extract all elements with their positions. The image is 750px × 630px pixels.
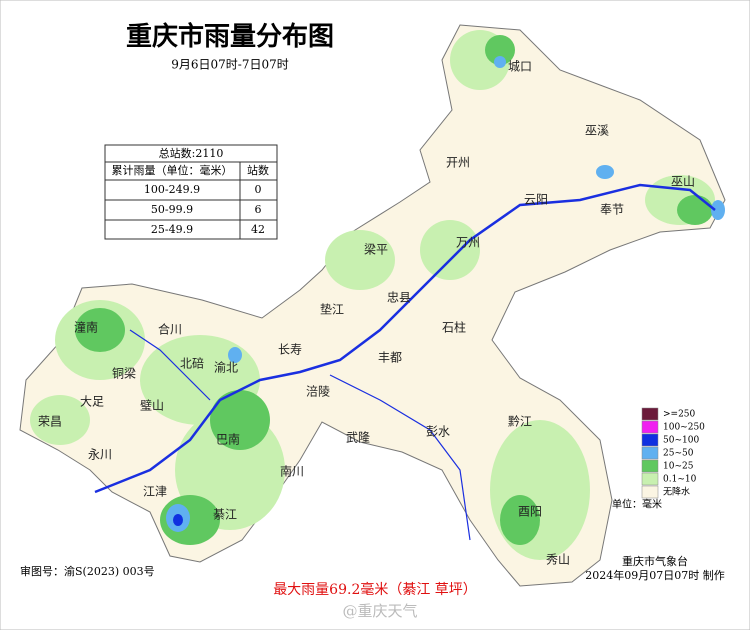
table-cell: 42 <box>251 223 265 236</box>
district-label: 璧山 <box>140 398 164 413</box>
table-cell: 6 <box>255 203 262 216</box>
legend-label: 100~250 <box>663 423 705 433</box>
district-label: 秀山 <box>546 553 570 567</box>
wu-river <box>329 374 471 541</box>
district-label: 梁平 <box>364 242 388 257</box>
district-label: 开州 <box>446 156 470 170</box>
district-label: 奉节 <box>600 203 624 217</box>
legend-label: 10~25 <box>663 462 694 472</box>
stats-table <box>104 144 278 240</box>
table-header: 站数 <box>247 163 269 177</box>
district-label: 垫江 <box>320 302 344 317</box>
table-header: 累计雨量（单位：毫米） <box>112 163 233 177</box>
approval-number: 审图号：渝S(2023) 003号 <box>20 564 155 578</box>
rainstorm-area <box>173 514 183 526</box>
subtitle: 9月6日07时-7日07时 <box>171 58 289 72</box>
district-label: 武隆 <box>346 430 370 445</box>
made-time: 2024年09月07日07时 制作 <box>585 568 724 582</box>
yangtze-river <box>94 183 716 494</box>
district-label: 南川 <box>280 464 304 479</box>
district-label: 涪陵 <box>306 384 330 399</box>
legend-label: 50~100 <box>663 436 699 446</box>
table-cell: 100-249.9 <box>144 183 200 196</box>
district-label: 巴南 <box>216 432 240 447</box>
district-label: 酉阳 <box>518 505 542 519</box>
legend-swatch <box>641 433 659 447</box>
table-cell: 0 <box>255 183 262 196</box>
legend-swatch <box>641 420 659 434</box>
district-label: 綦江 <box>213 508 237 522</box>
legend-swatch <box>641 485 659 499</box>
title: 重庆市雨量分布图 <box>126 21 334 52</box>
legend-swatch <box>641 459 659 473</box>
district-label: 巫溪 <box>585 124 609 138</box>
district-label: 云阳 <box>524 193 548 207</box>
table-cell: 25-49.9 <box>151 223 193 236</box>
district-label: 铜梁 <box>112 366 136 381</box>
district-label: 北碚 <box>180 356 204 371</box>
district-label: 长寿 <box>278 343 302 357</box>
district-label: 万州 <box>456 236 480 250</box>
max-rain: 最大雨量69.2毫米（綦江 草坪） <box>273 581 477 598</box>
district-label: 石柱 <box>442 320 466 335</box>
district-label: 彭水 <box>426 425 450 439</box>
district-label: 忠县 <box>387 291 411 305</box>
legend-label: 25~50 <box>663 449 694 459</box>
table-total: 总站数:2110 <box>159 146 224 160</box>
jialing-river <box>129 329 211 401</box>
district-label: 巫山 <box>671 175 695 189</box>
district-label: 丰都 <box>378 351 402 365</box>
district-label: 黔江 <box>508 414 532 429</box>
legend-label: >=250 <box>663 410 696 420</box>
legend-swatch <box>641 407 659 421</box>
table-cell: 50-99.9 <box>151 203 193 216</box>
moderate-rain-areas <box>75 35 713 545</box>
legend-swatch <box>641 472 659 486</box>
district-label: 渝北 <box>214 360 238 375</box>
district-label: 潼南 <box>74 320 98 335</box>
legend-unit: 单位：毫米 <box>612 498 662 511</box>
watermark: @重庆天气 <box>342 602 417 620</box>
district-label: 江津 <box>143 485 167 499</box>
district-label: 城口 <box>508 60 532 74</box>
district-label: 永川 <box>88 448 112 462</box>
district-label: 合川 <box>158 322 182 337</box>
issuer: 重庆市气象台 <box>622 554 688 568</box>
legend-label: 无降水 <box>663 486 690 498</box>
district-label: 荣昌 <box>38 415 62 429</box>
legend-label: 0.1~10 <box>663 475 697 485</box>
legend-swatch <box>641 446 659 460</box>
district-label: 大足 <box>80 395 104 409</box>
